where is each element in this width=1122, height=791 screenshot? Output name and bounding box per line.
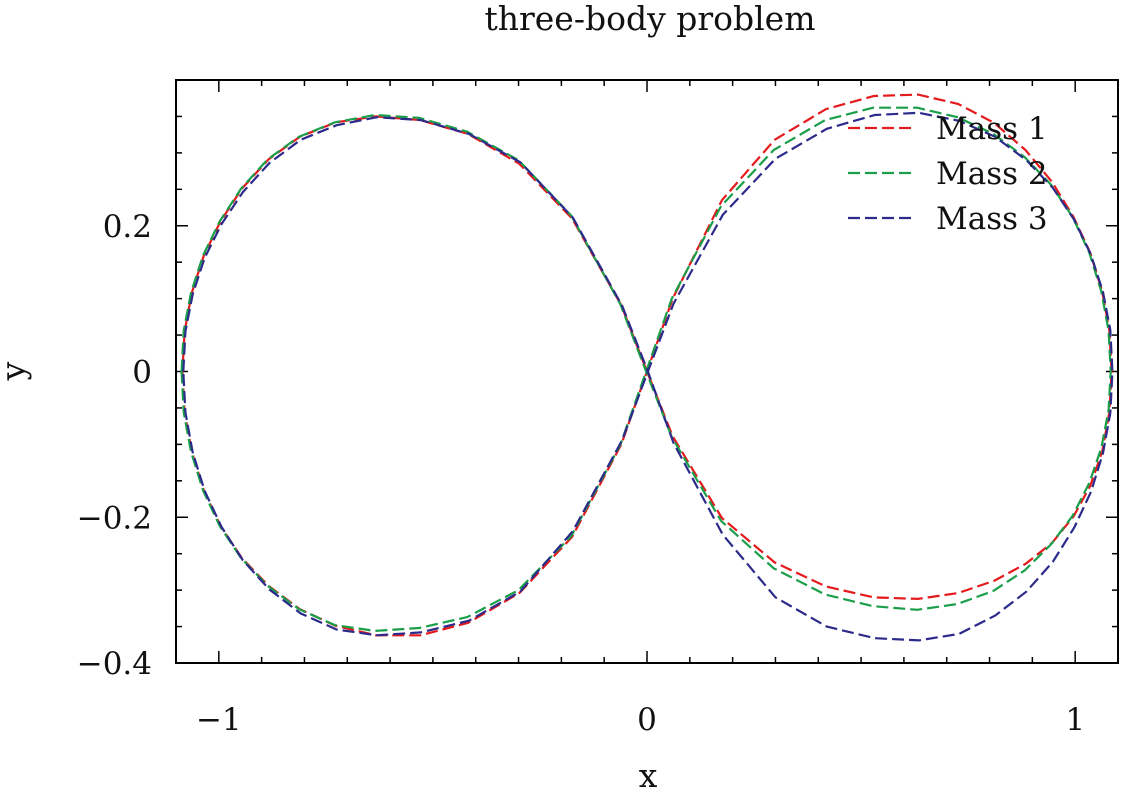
- x-tick-label: 1: [1065, 702, 1085, 738]
- y-tick-label: −0.4: [77, 646, 152, 682]
- x-tick-label: 0: [637, 702, 657, 738]
- y-tick-label: 0.2: [103, 209, 152, 245]
- legend-label-mass-2: Mass 2: [936, 156, 1048, 192]
- legend-label-mass-3: Mass 3: [936, 201, 1048, 237]
- y-tick-label: 0: [132, 355, 152, 391]
- y-axis-label: y: [0, 361, 32, 381]
- tick-labels: −1 0 1 −0.4 −0.2 0 0.2: [77, 209, 1085, 738]
- series-line-mass-3: [182, 111, 1114, 642]
- legend-label-mass-1: Mass 1: [936, 111, 1048, 147]
- y-tick-label: −0.2: [77, 500, 152, 536]
- series-group: [180, 93, 1114, 642]
- plot-frame: [175, 79, 1119, 664]
- legend: Mass 1 Mass 2 Mass 3: [848, 111, 1048, 237]
- chart-title: three-body problem: [484, 0, 815, 38]
- x-tick-label: −1: [196, 702, 242, 738]
- x-axis-label: x: [639, 756, 658, 791]
- series-line-mass-2: [180, 106, 1112, 633]
